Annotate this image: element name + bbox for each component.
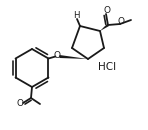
Text: O: O xyxy=(54,51,61,60)
Text: O: O xyxy=(118,17,124,25)
Polygon shape xyxy=(59,55,88,59)
Text: O: O xyxy=(16,99,24,109)
Text: H: H xyxy=(73,11,79,20)
Text: HCl: HCl xyxy=(98,62,116,72)
Polygon shape xyxy=(100,24,109,31)
Text: O: O xyxy=(103,5,111,15)
